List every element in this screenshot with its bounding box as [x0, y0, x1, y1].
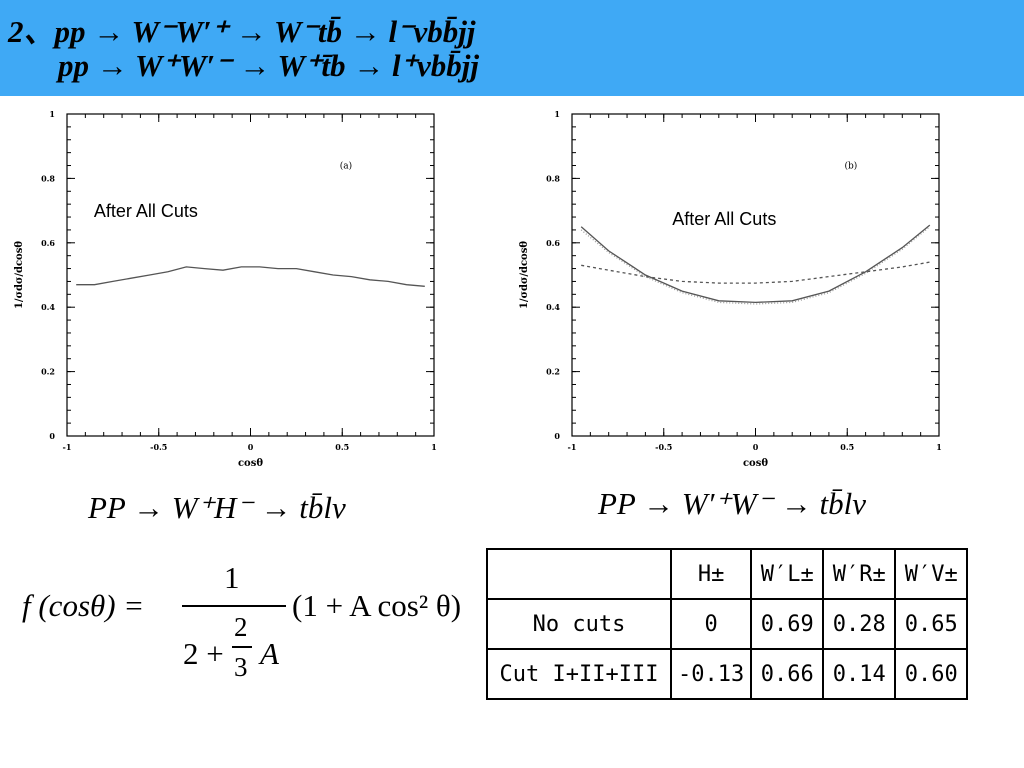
y-tick-label: 0.2 — [546, 367, 560, 377]
y-tick-label: 1 — [49, 109, 55, 119]
table-header-cell: W′R± — [822, 548, 897, 600]
y-axis-label: 1/σdσ/dcosθ — [14, 241, 25, 309]
annotation-text: After All Cuts — [672, 209, 776, 229]
y-tick-label: 0.4 — [41, 302, 55, 312]
table-header-cell: W′V± — [894, 548, 969, 600]
title-banner: 2、pp → W⁻W′⁺ → W⁻tb̄ → l⁻νbb̄jj pp → W⁺W… — [0, 0, 1024, 96]
table-header-cell: W′L± — [750, 548, 825, 600]
x-tick-label: -0.5 — [655, 442, 672, 452]
caption-a: PP → W⁺H⁻ → tb̄lν — [88, 490, 346, 525]
x-tick-label: -0.5 — [150, 442, 167, 452]
table-cell: 0.65 — [894, 598, 969, 650]
table-row: Cut I+II+III -0.13 0.66 0.14 0.60 — [486, 648, 969, 700]
x-tick-label: -1 — [568, 442, 577, 452]
table-header-cell: H± — [669, 548, 753, 600]
formula-den-prefix: 2 + — [183, 636, 224, 671]
formula-den-suffix: A — [260, 636, 279, 671]
table-row: No cuts 0 0.69 0.28 0.65 — [486, 598, 969, 650]
table-header-row: H± W′L± W′R± W′V± — [486, 548, 969, 600]
table-cell: -0.13 — [669, 648, 753, 700]
process-line-1: 2、pp → W⁻W′⁺ → W⁻tb̄ → l⁻νbb̄jj — [8, 14, 476, 49]
chart-a: -1 -0.5 0 0.5 1 0 0.2 0.4 0.6 0.8 1 cosθ 1/σdσ/dcosθ… — [14, 109, 437, 469]
table-cell: Cut I+II+III — [486, 648, 672, 700]
formula-rhs: (1 + A cos² θ) — [292, 588, 462, 623]
formula-den-frac-den: 3 — [234, 652, 248, 682]
y-tick-label: 0 — [49, 431, 55, 441]
plot-frame — [571, 113, 940, 437]
annotation-text: After All Cuts — [94, 201, 198, 221]
series-line-1 — [580, 224, 931, 304]
plot-frame — [66, 113, 435, 437]
series-line-1 — [76, 266, 425, 287]
x-tick-label: 1 — [431, 442, 437, 452]
series-line-3 — [581, 261, 930, 284]
formula-lhs: f (cosθ) = — [22, 588, 145, 623]
formula-small-fraction-bar — [232, 646, 252, 648]
x-tick-label: -1 — [63, 442, 72, 452]
y-tick-label: 0.6 — [546, 238, 560, 248]
y-tick-label: 0 — [554, 431, 560, 441]
formula-den-frac-num: 2 — [234, 612, 248, 642]
x-axis-label: cosθ — [743, 458, 768, 469]
y-tick-label: 0.8 — [546, 173, 560, 183]
panel-label: (b) — [845, 161, 858, 172]
table-cell: 0.66 — [750, 648, 825, 700]
x-tick-label: 0 — [248, 442, 254, 452]
y-tick-label: 0.8 — [41, 173, 55, 183]
x-tick-label: 1 — [936, 442, 942, 452]
formula-fraction-bar — [182, 605, 286, 607]
caption-b: PP → W′⁺W⁻ → tb̄lν — [598, 486, 866, 521]
process-line-2: pp → W⁺W′⁻ → W⁺t̄b → l⁺νbb̄jj — [58, 48, 479, 83]
x-tick-label: 0.5 — [335, 442, 349, 452]
formula-numerator: 1 — [224, 560, 240, 595]
y-tick-label: 0.4 — [546, 302, 560, 312]
table-cell: 0.60 — [894, 648, 969, 700]
table-cell: 0 — [669, 598, 753, 650]
series-line-2 — [580, 226, 931, 305]
y-tick-label: 1 — [554, 109, 560, 119]
table-cell: 0.14 — [822, 648, 897, 700]
table-header-cell — [486, 548, 672, 600]
x-axis-label: cosθ — [238, 458, 263, 469]
x-tick-label: 0 — [753, 442, 759, 452]
y-axis-label: 1/σdσ/dcosθ — [519, 241, 530, 309]
chart-b: -1 -0.5 0 0.5 1 0 0.2 0.4 0.6 0.8 1 cosθ 1/σdσ/dcosθ… — [519, 109, 942, 469]
y-tick-label: 0.2 — [41, 367, 55, 377]
asymmetry-table: H± W′L± W′R± W′V± No cuts 0 0.69 0.28 0.… — [486, 548, 969, 700]
y-tick-label: 0.6 — [41, 238, 55, 248]
x-tick-label: 0.5 — [840, 442, 854, 452]
table-cell: 0.69 — [750, 598, 825, 650]
panel-label: (a) — [340, 161, 352, 172]
table-cell: No cuts — [486, 598, 672, 650]
table-cell: 0.28 — [822, 598, 897, 650]
